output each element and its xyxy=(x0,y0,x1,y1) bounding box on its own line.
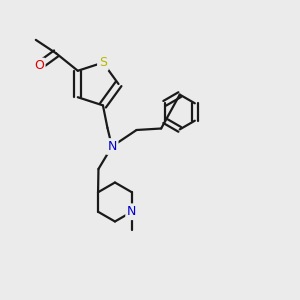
Text: N: N xyxy=(127,205,136,218)
Text: N: N xyxy=(107,140,117,153)
Text: O: O xyxy=(34,59,44,73)
Text: S: S xyxy=(99,56,107,69)
